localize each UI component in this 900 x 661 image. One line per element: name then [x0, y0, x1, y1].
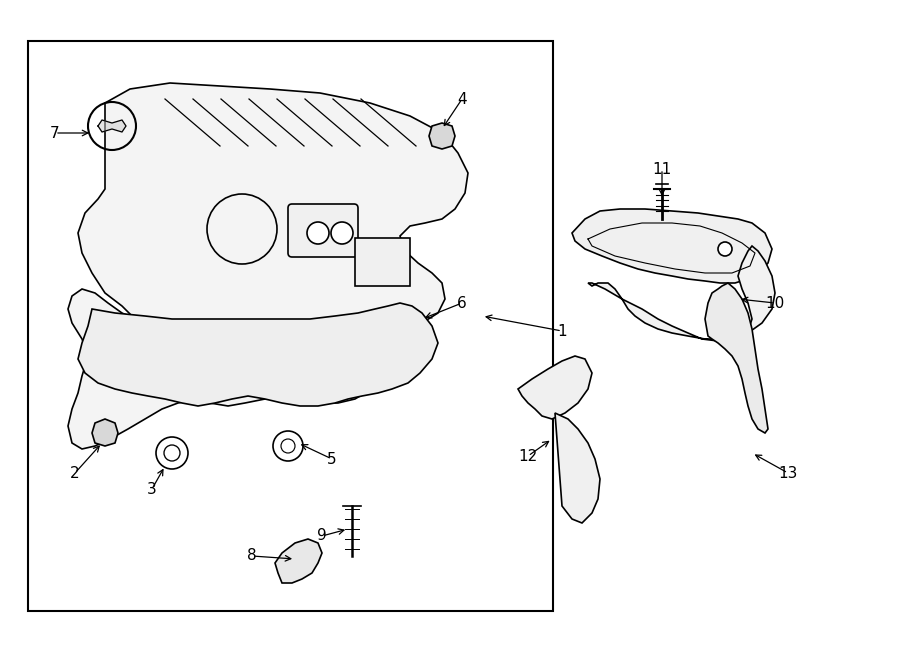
Text: 13: 13 — [778, 465, 797, 481]
Polygon shape — [68, 83, 468, 449]
Polygon shape — [572, 209, 772, 283]
Text: 7: 7 — [50, 126, 59, 141]
Text: 10: 10 — [765, 295, 785, 311]
Polygon shape — [275, 539, 322, 583]
Circle shape — [331, 222, 353, 244]
Text: 5: 5 — [328, 451, 337, 467]
Polygon shape — [78, 303, 438, 406]
Text: 1: 1 — [557, 323, 567, 338]
Circle shape — [718, 242, 732, 256]
Circle shape — [307, 222, 329, 244]
Polygon shape — [518, 356, 592, 419]
Text: 2: 2 — [70, 465, 80, 481]
Polygon shape — [92, 419, 118, 446]
Text: 4: 4 — [457, 91, 467, 106]
Text: 12: 12 — [518, 449, 537, 463]
Text: 8: 8 — [248, 549, 256, 563]
Polygon shape — [429, 123, 455, 149]
Bar — [28, 41, 553, 611]
Text: 11: 11 — [652, 161, 671, 176]
Polygon shape — [705, 283, 768, 433]
Polygon shape — [98, 120, 126, 132]
Polygon shape — [555, 413, 600, 523]
Polygon shape — [588, 246, 775, 341]
Text: 6: 6 — [457, 295, 467, 311]
Text: 9: 9 — [317, 529, 327, 543]
FancyBboxPatch shape — [288, 204, 358, 257]
Bar — [355, 238, 410, 286]
Text: 3: 3 — [147, 481, 157, 496]
